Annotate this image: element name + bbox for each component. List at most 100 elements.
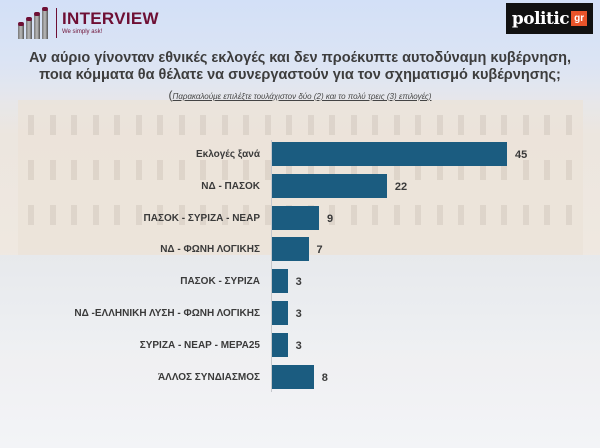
window-decoration [135,160,142,180]
bar-row: ΠΑΣΟΚ - ΣΥΡΙΖΑ - ΝΕΑΡ 9 [0,205,600,232]
interview-tagline: We simply ask! [62,29,103,35]
window-decoration [565,115,572,135]
window-decoration [28,115,34,135]
window-decoration [522,115,529,135]
bar-row: ΆΛΛΟΣ ΣΥΝΔΙΑΣΜΟΣ 8 [0,364,600,391]
window-decoration [393,160,400,180]
window-decoration [329,205,335,225]
chart-subtitle: (Παρακαλούμε επιλέξτε τουλάχιστον δύο (2… [20,88,580,102]
chart-title-line-1: Αν αύριο γίνονταν εθνικές εκλογές και δε… [29,50,571,66]
bar-row: ΝΔ - ΦΩΝΗ ΛΟΓΙΚΗΣ 7 [0,237,600,263]
bar-row: ΣΥΡΙΖΑ - ΝΕΑΡ - ΜΕΡΑ25 3 [0,332,600,359]
window-decoration [243,115,249,135]
bar [272,142,507,166]
bar-value-label: 3 [295,339,302,352]
politic-gr-badge: gr [571,11,588,26]
window-decoration [458,160,464,180]
window-decoration [479,205,486,225]
politic-word: politic [511,8,570,29]
window-decoration [114,160,120,180]
window-decoration [307,115,314,135]
window-decoration [415,205,421,225]
window-decoration [329,160,335,180]
window-decoration [200,160,206,180]
window-decoration [307,160,314,180]
window-decoration [264,115,271,135]
subtitle-paren: ( [168,88,173,102]
bar [272,173,387,198]
chart-title-line-2: ποια κόμματα θα θέλατε να συνεργαστούν γ… [39,67,561,83]
window-decoration [114,205,120,225]
bar-category-label: Εκλογές ξανά [195,149,260,160]
window-decoration [264,160,271,180]
window-decoration [393,115,400,135]
window-decoration [157,160,163,180]
window-decoration [28,205,34,225]
window-decoration [415,115,421,135]
window-decoration [458,115,464,135]
bar [272,364,314,389]
window-decoration [92,160,99,180]
window-decoration [565,205,572,225]
bar-value-label: 9 [327,212,334,225]
bar-category-label: ΝΔ - ΦΩΝΗ ΛΟΓΙΚΗΣ [160,244,260,256]
window-decoration [501,115,507,135]
window-decoration [200,115,206,135]
bar [272,269,288,294]
window-decoration [372,115,378,135]
bar-category-label: ΠΑΣΟΚ - ΣΥΡΙΖΑ [180,276,260,288]
interview-logo: INTERVIEW We simply ask! [14,6,159,40]
bar-value-label: 7 [316,244,323,257]
bar-category-label: ΆΛΛΟΣ ΣΥΝΔΙΑΣΜΟΣ [157,371,260,383]
interview-brand-name: INTERVIEW [62,9,159,28]
window-decoration [135,205,142,225]
window-decoration [178,160,185,180]
window-decoration [178,205,185,225]
bar-row: Εκλογές ξανά 45 [0,142,600,168]
window-decoration [49,160,56,180]
window-decoration [221,205,228,225]
window-decoration [522,160,529,180]
bar [272,301,288,325]
bar-category-label: ΝΔ -ΕΛΛΗΝΙΚΗ ΛΥΣΗ - ΦΩΝΗ ΛΟΓΙΚΗΣ [74,308,260,319]
bar-value-label: 3 [295,308,302,320]
bar [272,332,288,357]
logo-divider [56,8,57,38]
window-decoration [479,160,486,180]
bar-value-label: 8 [321,371,328,384]
bar-row: ΠΑΣΟΚ - ΣΥΡΙΖΑ 3 [0,269,600,295]
bar-row: ΝΔ -ΕΛΛΗΝΙΚΗ ΛΥΣΗ - ΦΩΝΗ ΛΟΓΙΚΗΣ 3 [0,301,600,327]
window-decoration [71,115,77,135]
window-decoration [436,115,443,135]
window-decoration [92,205,99,225]
window-decoration [436,205,443,225]
window-decoration [135,115,142,135]
window-decoration [221,160,228,180]
window-decoration [544,115,550,135]
window-decoration [157,115,163,135]
bar-chart-logo-icon [14,7,52,39]
window-decoration [372,205,378,225]
window-decoration [544,160,550,180]
window-decoration [92,115,99,135]
window-decoration [458,205,464,225]
politic-gr-logo: politic gr [506,3,593,34]
window-decoration [501,205,507,225]
subtitle-text: Παρακαλούμε επιλέξτε τουλάχιστον δύο (2)… [172,92,432,101]
window-decoration [200,205,206,225]
bar [272,237,309,262]
window-decoration [49,115,56,135]
window-decoration [286,160,292,180]
bar-row: ΝΔ - ΠΑΣΟΚ 22 [0,173,600,200]
window-decoration [522,205,529,225]
window-decoration [350,205,357,225]
window-decoration [415,160,421,180]
window-decoration [350,115,357,135]
bar-value-label: 22 [394,180,408,193]
sky-band [0,0,600,100]
window-decoration [157,205,163,225]
bar-category-label: ΝΔ - ΠΑΣΟΚ [201,180,260,192]
window-decoration [243,160,249,180]
bar-value-label: 3 [295,276,302,289]
window-decoration [178,115,185,135]
